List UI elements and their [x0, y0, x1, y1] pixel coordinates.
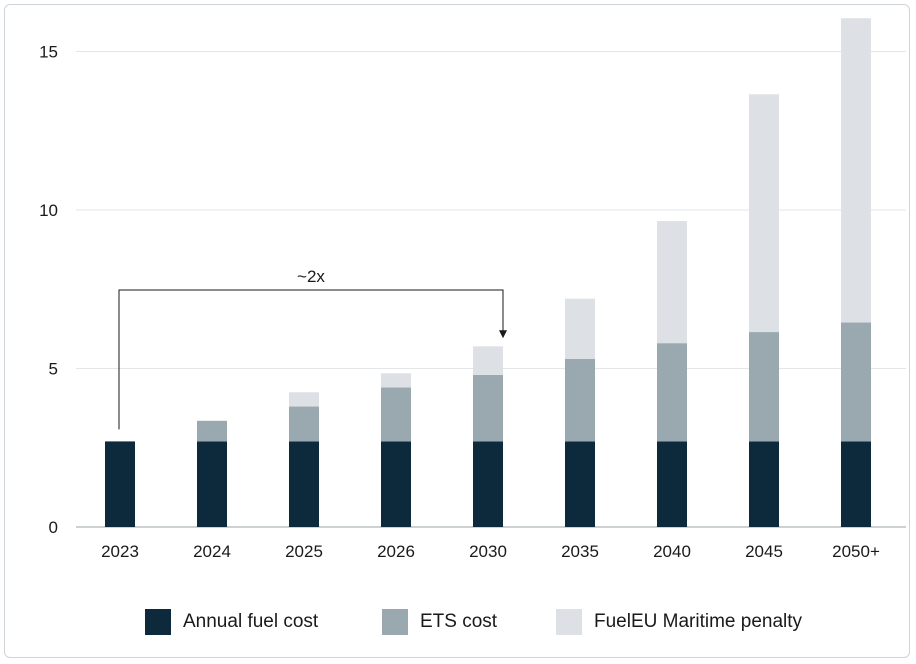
bar-2024-series-0 — [197, 441, 227, 527]
bar-2025-series-1 — [289, 406, 319, 442]
legend-swatch-fuel — [145, 609, 171, 635]
bar-2030-series-0 — [473, 441, 503, 527]
bar-2026-series-1 — [381, 387, 411, 442]
x-tick-label: 2025 — [285, 542, 323, 561]
bar-2030-series-1 — [473, 374, 503, 442]
bar-2035-series-0 — [565, 441, 595, 527]
bar-2045-series-2 — [749, 94, 779, 333]
legend: Annual fuel cost ETS cost FuelEU Maritim… — [0, 604, 916, 640]
bar-2045-series-0 — [749, 441, 779, 527]
x-tick-label: 2040 — [653, 542, 691, 561]
bar-2026-series-2 — [381, 373, 411, 388]
x-tick-label: 2024 — [193, 542, 231, 561]
legend-swatch-penalty — [556, 609, 582, 635]
x-tick-label: 2023 — [101, 542, 139, 561]
legend-label-fuel: Annual fuel cost — [183, 611, 319, 632]
annotation-line — [118, 289, 504, 430]
bar-2045-series-1 — [749, 332, 779, 442]
x-tick-label: 2026 — [377, 542, 415, 561]
bar-2050+-series-0 — [841, 441, 871, 527]
bar-2024-series-1 — [197, 420, 227, 442]
x-axis-ticks: 2023 2024 2025 2026 2030 2035 2040 2045 2050+ — [101, 542, 880, 561]
bar-2040-series-2 — [657, 221, 687, 344]
y-tick-label: 15 — [39, 43, 58, 62]
y-tick-label: 10 — [39, 201, 58, 220]
bars — [105, 18, 871, 527]
bar-2050+-series-2 — [841, 18, 871, 323]
bar-2040-series-1 — [657, 343, 687, 442]
legend-label-penalty: FuelEU Maritime penalty — [594, 611, 803, 632]
annotation-label: ~2x — [297, 267, 325, 286]
y-tick-label: 5 — [49, 360, 58, 379]
y-tick-label: 0 — [49, 518, 58, 537]
bar-2023-series-0 — [105, 441, 135, 527]
legend-swatch-ets — [382, 609, 408, 635]
bar-2025-series-0 — [289, 441, 319, 527]
legend-label-ets: ETS cost — [420, 611, 498, 632]
x-tick-label: 2045 — [745, 542, 783, 561]
bar-2035-series-1 — [565, 358, 595, 442]
bar-2030-series-2 — [473, 346, 503, 375]
bar-2025-series-2 — [289, 392, 319, 407]
x-tick-label: 2050+ — [832, 542, 880, 561]
x-tick-label: 2030 — [469, 542, 507, 561]
bar-2035-series-2 — [565, 298, 595, 359]
legend-item-fuel: Annual fuel cost — [145, 604, 318, 640]
bar-2050+-series-1 — [841, 322, 871, 442]
legend-item-ets: ETS cost — [382, 604, 497, 640]
bar-2040-series-0 — [657, 441, 687, 527]
annotation-arrowhead — [499, 330, 507, 339]
legend-item-penalty: FuelEU Maritime penalty — [556, 604, 802, 640]
annotation-bracket: ~2x — [118, 267, 507, 430]
y-axis-ticks: 0 5 10 15 — [39, 43, 58, 538]
bar-2026-series-0 — [381, 441, 411, 527]
x-tick-label: 2035 — [561, 542, 599, 561]
